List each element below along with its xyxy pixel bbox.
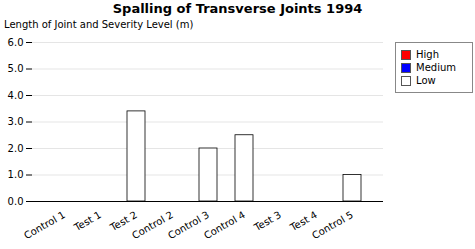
- html-text:Medium: Medium: [416, 62, 456, 73]
- svg-text:Control 3: Control 3: [166, 208, 212, 242]
- html-text:Length of Joint and Severity L: Length of Joint and Severity Level (m): [4, 19, 194, 30]
- svg-text:Test 3: Test 3: [251, 209, 283, 234]
- svg-text:Test 4: Test 4: [288, 208, 320, 234]
- svg-text:1.0: 1.0: [8, 169, 24, 180]
- html-text:Low: Low: [416, 75, 436, 86]
- svg-text:0.0: 0.0: [8, 196, 24, 207]
- html-text:Spalling of Transverse Joints: Spalling of Transverse Joints 1994: [112, 1, 363, 16]
- svg-text:Test 2: Test 2: [108, 208, 140, 234]
- svg-text:Control 2: Control 2: [130, 208, 176, 242]
- svg-text:3.0: 3.0: [8, 116, 24, 127]
- svg-text:Test 1: Test 1: [71, 209, 103, 234]
- svg-text:2.0: 2.0: [8, 143, 24, 154]
- svg-text:4.0: 4.0: [8, 90, 24, 101]
- svg-text:Control 1: Control 1: [22, 209, 67, 241]
- svg-text:Control 4: Control 4: [202, 209, 247, 241]
- html-text:High: High: [416, 49, 439, 60]
- svg-text:6.0: 6.0: [8, 37, 24, 48]
- svg-text:Control 5: Control 5: [310, 209, 355, 241]
- svg-text:5.0: 5.0: [8, 63, 24, 74]
